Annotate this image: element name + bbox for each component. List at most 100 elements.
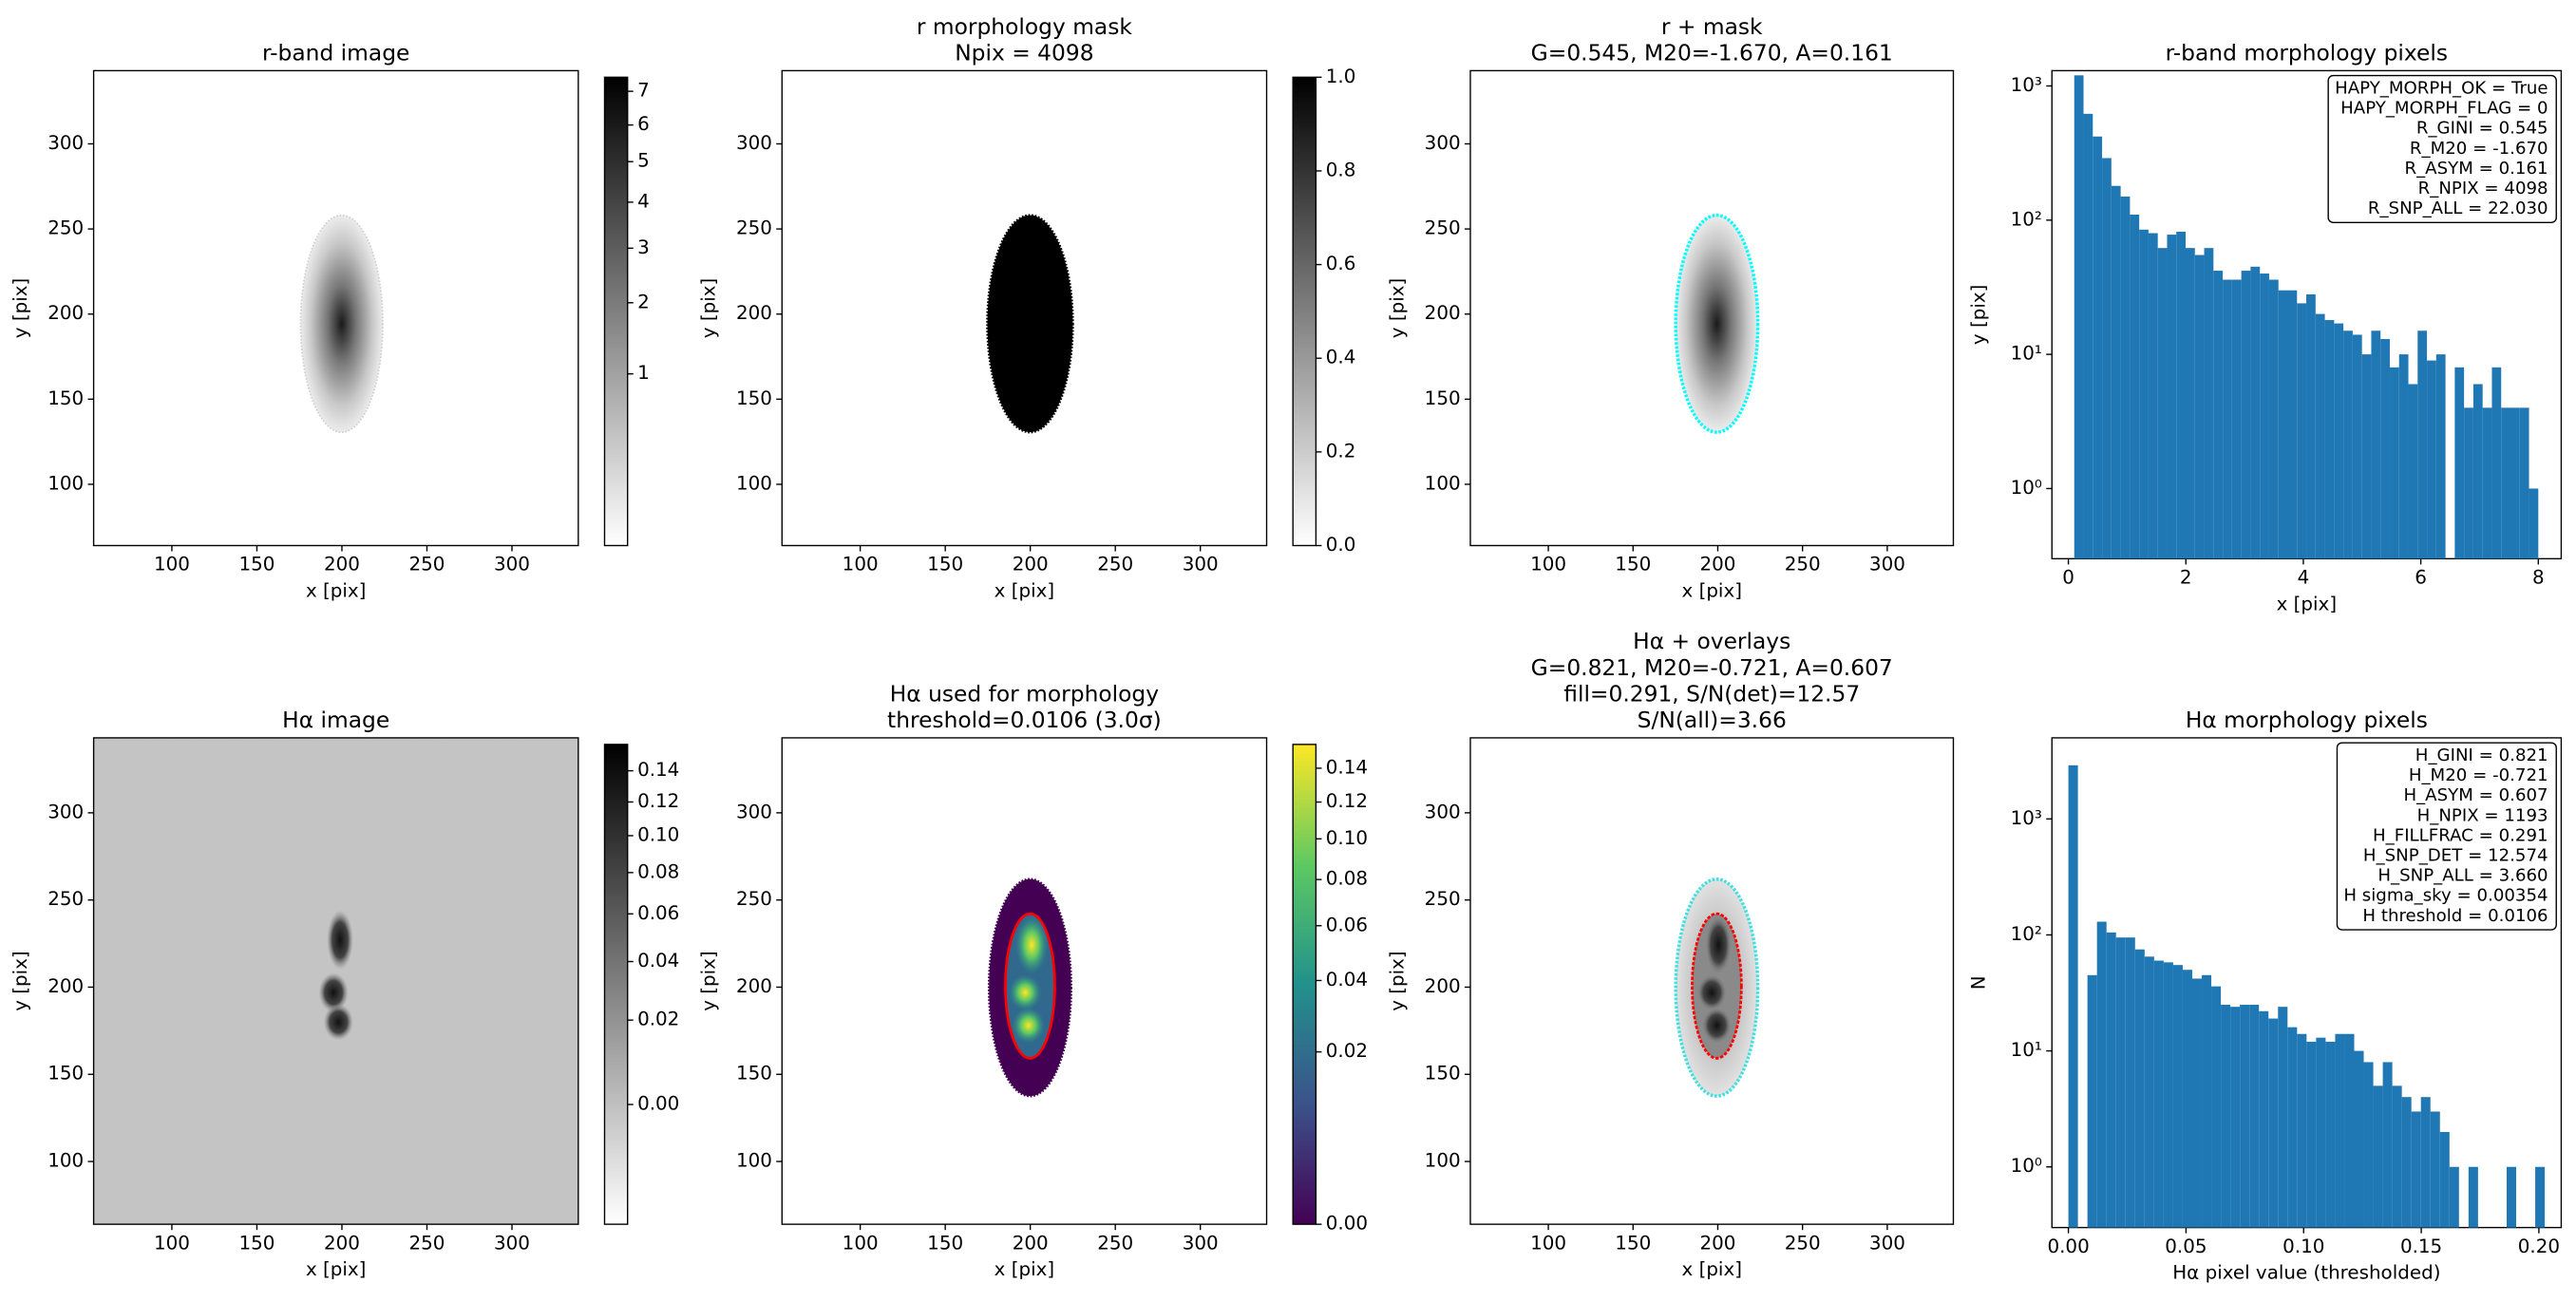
histogram-bar bbox=[2083, 113, 2093, 559]
histogram-bar bbox=[2482, 407, 2492, 559]
colorbar-tick-label: 0.0 bbox=[1326, 534, 1356, 556]
axes-title: Hα + overlays bbox=[1633, 628, 1790, 654]
colorbar-tick-label: 1.0 bbox=[1326, 66, 1356, 87]
histogram-bar bbox=[2380, 339, 2390, 559]
x-tick-label: 200 bbox=[1013, 554, 1049, 576]
x-tick-label: 100 bbox=[154, 1232, 190, 1254]
colorbar-tick-label: 0.08 bbox=[1326, 868, 1368, 890]
histogram-bar bbox=[2354, 1050, 2364, 1228]
axes-title: r-band image bbox=[262, 40, 409, 66]
histogram-bar bbox=[2501, 407, 2511, 559]
histogram-bar bbox=[2334, 323, 2344, 559]
histogram-bar bbox=[2401, 1097, 2412, 1228]
histogram-bar bbox=[2472, 384, 2483, 559]
annotation-frame bbox=[2327, 74, 2557, 223]
y-tick-label: 200 bbox=[47, 302, 84, 324]
y-tick-label: 100 bbox=[47, 1150, 84, 1172]
y-tick-label: 250 bbox=[47, 217, 84, 239]
histogram-bar bbox=[2464, 407, 2473, 559]
y-axis-label: y [pix] bbox=[1968, 285, 1990, 346]
histogram-bar bbox=[2221, 1004, 2231, 1228]
x-axis-label: x [pix] bbox=[2277, 593, 2337, 614]
annotation-text: H_NPIX = 1193 bbox=[2417, 805, 2548, 825]
x-tick-label: 300 bbox=[1183, 1232, 1219, 1254]
y-axis-label: y [pix] bbox=[698, 951, 720, 1011]
y-axis-label: y [pix] bbox=[698, 278, 720, 339]
axes-title: r + mask bbox=[1661, 13, 1763, 40]
histogram-bar bbox=[2408, 384, 2418, 559]
x-axis-label: x [pix] bbox=[306, 1258, 366, 1280]
y-tick-label: 10³ bbox=[2011, 807, 2042, 829]
histogram-bar bbox=[2324, 320, 2335, 559]
histogram-bar bbox=[2316, 1037, 2326, 1228]
x-tick-label: 0.00 bbox=[2047, 1236, 2089, 1257]
y-tick-label: 250 bbox=[47, 888, 84, 910]
histogram-bar bbox=[2352, 334, 2362, 559]
x-tick-label: 0.20 bbox=[2518, 1236, 2560, 1257]
histogram-bar bbox=[2176, 231, 2187, 559]
annotation-text: H_SNP_ALL = 3.660 bbox=[2377, 866, 2548, 886]
colorbar-tick-label: 5 bbox=[637, 150, 650, 172]
y-tick-label: 150 bbox=[1425, 1063, 1461, 1085]
histogram-bar bbox=[2125, 937, 2135, 1228]
histogram-bar bbox=[2241, 271, 2251, 559]
x-tick-label: 200 bbox=[324, 1232, 360, 1254]
annotation-text: H_FILLFRAC = 0.291 bbox=[2373, 825, 2548, 845]
x-tick-label: 200 bbox=[1700, 1232, 1736, 1254]
x-tick-label: 0.10 bbox=[2282, 1236, 2324, 1257]
x-tick-label: 150 bbox=[238, 1232, 275, 1254]
histogram-bar bbox=[2148, 233, 2158, 559]
histogram-bar bbox=[2096, 921, 2107, 1228]
x-axis-label: x [pix] bbox=[994, 1258, 1054, 1280]
histogram-bar bbox=[2106, 932, 2116, 1228]
colorbar-tick-label: 0.2 bbox=[1326, 440, 1356, 462]
colorbar-tick-label: 0.10 bbox=[637, 823, 679, 845]
axes-title: r-band morphology pixels bbox=[2166, 40, 2448, 66]
histogram-bar bbox=[2454, 367, 2465, 559]
x-tick-label: 200 bbox=[1013, 1232, 1049, 1254]
axes-frame bbox=[92, 737, 579, 1225]
axes-title: G=0.821, M20=-0.721, A=0.607 bbox=[1531, 654, 1893, 681]
x-tick-label: 100 bbox=[154, 554, 190, 576]
histogram-bar bbox=[2382, 1062, 2393, 1228]
colorbar-tick-label: 0.8 bbox=[1326, 159, 1356, 180]
histogram-bar bbox=[2435, 354, 2446, 559]
x-tick-label: 100 bbox=[843, 1232, 879, 1254]
histogram-bar bbox=[2202, 974, 2212, 1228]
x-tick-label: 250 bbox=[1097, 554, 1133, 576]
histogram-bar bbox=[2134, 949, 2145, 1228]
colorbar-tick-label: 0.04 bbox=[1326, 969, 1368, 991]
y-tick-label: 200 bbox=[1425, 975, 1461, 997]
x-tick-label: 200 bbox=[1700, 554, 1736, 576]
y-tick-label: 10² bbox=[2011, 923, 2042, 945]
histogram-bar bbox=[2194, 255, 2205, 559]
axes-frame bbox=[781, 737, 1268, 1225]
y-tick-label: 100 bbox=[736, 472, 772, 494]
histogram-bar bbox=[2167, 235, 2177, 559]
colorbar-tick-label: 0.14 bbox=[1326, 756, 1368, 778]
y-tick-label: 250 bbox=[1425, 217, 1461, 239]
colorbar-tick-label: 0.02 bbox=[1326, 1040, 1368, 1062]
colorbar-tick-label: 0.12 bbox=[1326, 790, 1368, 812]
histogram-bar bbox=[2211, 986, 2222, 1228]
histogram-bar bbox=[2153, 960, 2164, 1228]
x-tick-label: 200 bbox=[324, 554, 360, 576]
y-tick-label: 250 bbox=[736, 888, 772, 910]
histogram-bar bbox=[2204, 248, 2214, 559]
x-tick-label: 150 bbox=[1615, 554, 1651, 576]
x-tick-label: 0 bbox=[2062, 567, 2074, 589]
histogram-bar bbox=[2139, 229, 2149, 559]
y-tick-label: 150 bbox=[47, 387, 84, 409]
histogram-bar bbox=[2306, 1041, 2317, 1228]
histogram-bar bbox=[2343, 330, 2353, 559]
y-tick-label: 200 bbox=[1425, 302, 1461, 324]
histogram-bar bbox=[2417, 330, 2428, 559]
y-axis-label: y [pix] bbox=[1386, 951, 1408, 1011]
x-axis-label: x [pix] bbox=[1681, 579, 1741, 601]
histogram-bar bbox=[2361, 354, 2372, 559]
x-axis-label: x [pix] bbox=[306, 579, 366, 601]
y-tick-label: 10⁰ bbox=[2011, 1155, 2042, 1177]
x-tick-label: 100 bbox=[1530, 554, 1566, 576]
y-axis-label: y [pix] bbox=[9, 278, 31, 339]
histogram-bar bbox=[2074, 75, 2084, 559]
